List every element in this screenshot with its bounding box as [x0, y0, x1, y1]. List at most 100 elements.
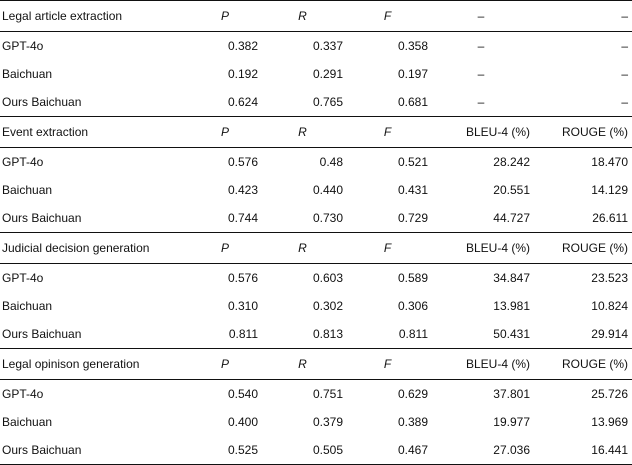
recall-value: 0.291: [312, 67, 343, 81]
model-name: Ours Baichuan: [0, 436, 190, 465]
f-score-header: F: [345, 232, 430, 264]
rouge-value: 23.523: [532, 263, 632, 292]
section-header-row: Legal opinison generation P R F BLEU-4 (…: [0, 348, 632, 380]
table-row: Baichuan 0.192 0.291 0.197 – –: [0, 60, 632, 88]
bleu-value: –: [430, 31, 532, 60]
rouge-value: 16.441: [532, 436, 632, 465]
f-score-value: 0.521: [345, 147, 430, 176]
recall-value: 0.813: [312, 327, 343, 341]
bleu-value: –: [477, 95, 485, 109]
f-score-value: 0.729: [397, 211, 428, 225]
model-name: Ours Baichuan: [2, 95, 82, 109]
f-score-header: F: [345, 348, 430, 380]
f-score-header: F: [345, 116, 430, 148]
f-score-value: 0.389: [397, 415, 428, 429]
bleu-value: 37.801: [430, 379, 532, 408]
rouge-value: 29.914: [591, 327, 628, 341]
recall-value: 0.337: [260, 31, 345, 60]
bleu-header: BLEU-4 (%): [430, 232, 532, 264]
bleu-value: 19.977: [493, 415, 530, 429]
precision-value: 0.540: [190, 379, 260, 408]
recall-value: 0.730: [312, 211, 343, 225]
f-score-header: F: [345, 0, 430, 32]
precision-value: 0.576: [190, 147, 260, 176]
recall-header: R: [260, 232, 345, 264]
bleu-value: 34.847: [430, 263, 532, 292]
bleu-header: BLEU-4 (%): [430, 348, 532, 380]
recall-header: R: [260, 348, 345, 380]
rouge-value: 18.470: [532, 147, 632, 176]
rouge-value: 25.726: [532, 379, 632, 408]
section-title: Legal article extraction: [0, 0, 190, 32]
f-score-value: 0.358: [345, 31, 430, 60]
precision-value: 0.624: [227, 95, 258, 109]
bleu-value: 27.036: [430, 436, 532, 465]
f-score-value: 0.306: [397, 299, 428, 313]
model-name: Ours Baichuan: [2, 211, 82, 225]
rouge-value: –: [532, 31, 632, 60]
precision-value: 0.811: [228, 327, 258, 341]
table-row: GPT-4o 0.576 0.48 0.521 28.242 18.470: [0, 147, 632, 176]
recall-value: 0.505: [260, 436, 345, 465]
rouge-header: ROUGE (%): [532, 232, 632, 264]
model-name: Baichuan: [2, 415, 53, 429]
bleu-value: –: [477, 67, 485, 81]
rouge-header: ROUGE (%): [532, 348, 632, 380]
bleu-value: 44.727: [493, 211, 530, 225]
bleu-header: –: [430, 0, 532, 32]
f-score-value: 0.629: [345, 379, 430, 408]
model-name: Baichuan: [2, 183, 53, 197]
section-title: Legal opinison generation: [0, 348, 190, 380]
section-title: Judicial decision generation: [0, 232, 190, 264]
bleu-value: 50.431: [493, 327, 530, 341]
f-score-value: 0.811: [398, 327, 428, 341]
bleu-value: 13.981: [493, 299, 530, 313]
precision-value: 0.744: [227, 211, 258, 225]
section-header-row: Event extraction P R F BLEU-4 (%) ROUGE …: [0, 116, 632, 148]
precision-value: 0.310: [227, 299, 258, 313]
rouge-value: 10.824: [591, 299, 628, 313]
f-score-value: 0.431: [397, 183, 428, 197]
model-name: Baichuan: [2, 67, 53, 81]
table-row: Baichuan 0.310 0.302 0.306 13.981 10.824: [0, 292, 632, 320]
bleu-header: BLEU-4 (%): [430, 116, 532, 148]
recall-value: 0.440: [312, 183, 343, 197]
f-score-value: 0.589: [345, 263, 430, 292]
table-row: GPT-4o 0.540 0.751 0.629 37.801 25.726: [0, 379, 632, 408]
f-score-value: 0.681: [397, 95, 428, 109]
section-title: Event extraction: [0, 116, 190, 148]
table-row: Ours Baichuan 0.811 0.813 0.811 50.431 2…: [0, 320, 632, 349]
recall-value: 0.48: [260, 147, 345, 176]
table-row: Baichuan 0.423 0.440 0.431 20.551 14.129: [0, 176, 632, 204]
model-name: GPT-4o: [0, 31, 190, 60]
precision-value: 0.400: [227, 415, 258, 429]
precision-header: P: [190, 0, 260, 32]
rouge-header: ROUGE (%): [532, 116, 632, 148]
rouge-value: –: [621, 95, 628, 109]
precision-value: 0.423: [227, 183, 258, 197]
recall-value: 0.379: [312, 415, 343, 429]
table-row: Baichuan 0.400 0.379 0.389 19.977 13.969: [0, 408, 632, 436]
table-row: GPT-4o 0.382 0.337 0.358 – –: [0, 31, 632, 60]
recall-value: 0.765: [312, 95, 343, 109]
table-row: Ours Baichuan 0.624 0.765 0.681 – –: [0, 88, 632, 117]
rouge-value: –: [621, 67, 628, 81]
recall-value: 0.751: [260, 379, 345, 408]
precision-header: P: [190, 232, 260, 264]
table-row: GPT-4o 0.576 0.603 0.589 34.847 23.523: [0, 263, 632, 292]
rouge-value: 26.611: [592, 211, 628, 225]
recall-header: R: [260, 116, 345, 148]
rouge-value: 14.129: [591, 183, 628, 197]
precision-value: 0.192: [227, 67, 258, 81]
recall-header: R: [260, 0, 345, 32]
model-name: Ours Baichuan: [2, 327, 82, 341]
model-name: GPT-4o: [0, 379, 190, 408]
model-name: Baichuan: [2, 299, 53, 313]
precision-header: P: [190, 116, 260, 148]
precision-value: 0.525: [190, 436, 260, 465]
recall-value: 0.302: [312, 299, 343, 313]
f-score-value: 0.467: [345, 436, 430, 465]
rouge-value: 13.969: [591, 415, 628, 429]
bleu-value: 28.242: [430, 147, 532, 176]
